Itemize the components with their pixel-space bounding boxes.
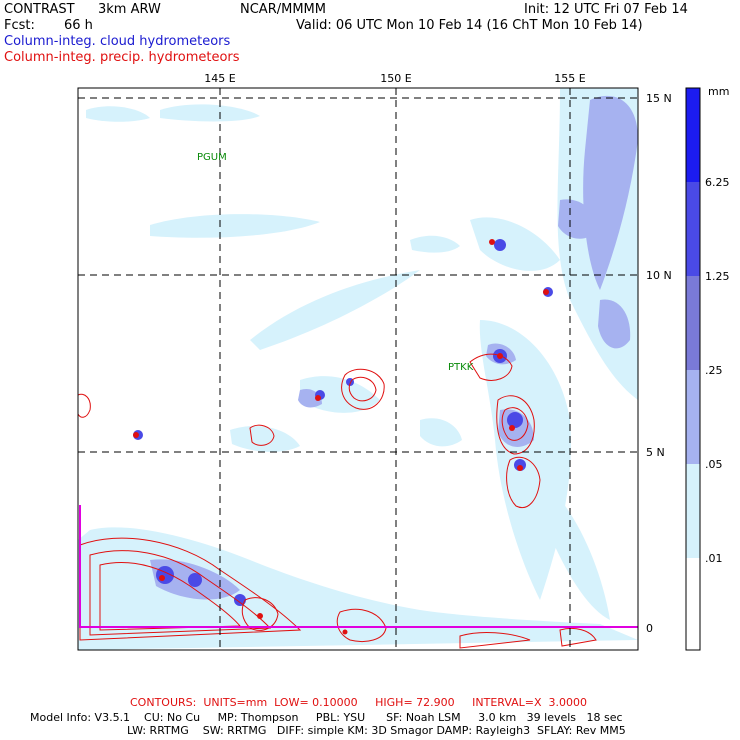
model-info-line1: Model Info: V3.5.1 CU: No Cu MP: Thompso… [30, 711, 623, 724]
legend-level-4: .01 [705, 552, 723, 565]
model-info-line2: LW: RRTMG SW: RRTMG DIFF: simple KM: 3D … [127, 724, 626, 737]
lon-label-145: 145 E [204, 72, 235, 85]
init-time: Init: 12 UTC Fri 07 Feb 14 [524, 2, 688, 17]
legend-swatch-0 [686, 88, 700, 182]
map-field-layer [78, 88, 638, 650]
contours-info: CONTOURS: UNITS=mm LOW= 0.10000 HIGH= 72… [130, 696, 588, 709]
forecast-hours: 66 h [64, 18, 93, 33]
legend-level-1: 1.25 [705, 270, 730, 283]
model-name: CONTRAST [4, 2, 75, 17]
legend-level-2: .25 [705, 364, 723, 377]
color-legend: mm 6.25 1.25 .25 .05 .01 [685, 85, 730, 651]
station-ptkk: PTKK [448, 362, 474, 373]
field-precip-title: Column-integ. precip. hydrometeors [4, 50, 240, 65]
legend-swatch-1 [686, 182, 700, 276]
lon-label-155: 155 E [554, 72, 585, 85]
organization: NCAR/MMMM [240, 2, 326, 17]
legend-level-0: 6.25 [705, 176, 730, 189]
lat-label-0: 0 [646, 622, 653, 635]
legend-frame [685, 87, 701, 651]
field-cloud-title: Column-integ. cloud hydrometeors [4, 34, 231, 49]
precip-cores [133, 239, 549, 635]
legend-swatch-4 [686, 464, 700, 558]
legend-swatch-3 [686, 370, 700, 464]
precip-contours [78, 353, 597, 649]
map-frame [77, 87, 639, 651]
legend-level-3: .05 [705, 458, 723, 471]
legend-swatch-2 [686, 276, 700, 370]
valid-time: Valid: 06 UTC Mon 10 Feb 14 (16 ChT Mon … [296, 18, 643, 33]
forecast-label: Fcst: [4, 18, 35, 33]
lat-label-10n: 10 N [646, 269, 672, 282]
model-resolution: 3km ARW [98, 2, 161, 17]
lon-label-150: 150 E [380, 72, 411, 85]
graticule [78, 88, 638, 650]
lat-label-15n: 15 N [646, 92, 672, 105]
domain-boundary [79, 505, 638, 628]
station-pgum: PGUM [197, 152, 227, 163]
lat-label-5n: 5 N [646, 446, 665, 459]
legend-unit: mm [708, 85, 729, 98]
legend-swatch-5 [686, 558, 700, 650]
